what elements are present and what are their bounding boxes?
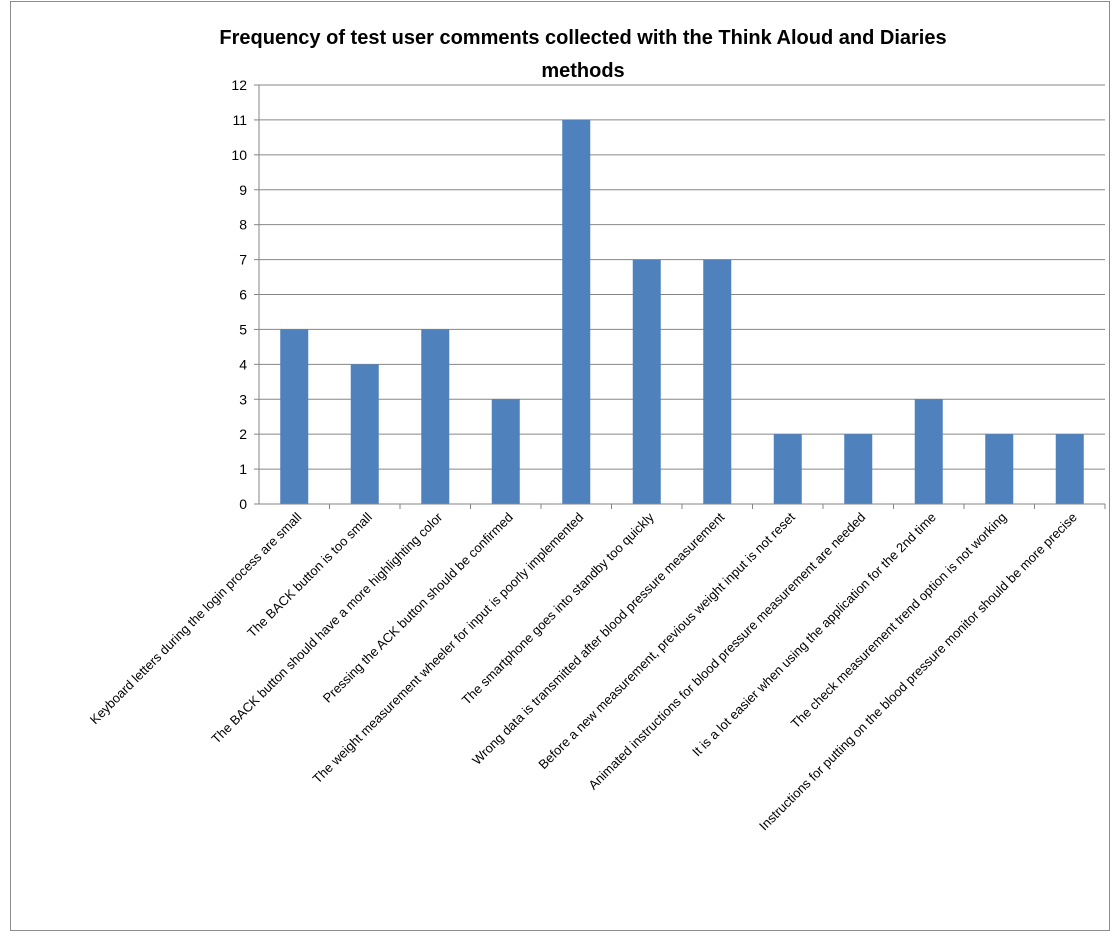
bar [632, 259, 661, 504]
y-tick-label: 12 [231, 77, 247, 93]
x-category-label: Before a new measurement, previous weigh… [535, 509, 798, 772]
bar [773, 434, 802, 504]
y-tick-label: 7 [239, 252, 247, 268]
bar [491, 399, 520, 504]
y-tick-label: 1 [239, 461, 247, 477]
bar [844, 434, 873, 504]
y-tick-label: 8 [239, 217, 247, 233]
y-tick-label: 10 [231, 147, 247, 163]
y-tick-label: 5 [239, 321, 247, 337]
bar [703, 259, 732, 504]
x-category-label: Animated instructions for blood pressure… [585, 510, 868, 793]
axes [254, 84, 1106, 509]
y-tick-label: 11 [232, 112, 247, 128]
x-category-label: The BACK button is too small [244, 509, 375, 640]
y-tick-label: 2 [239, 426, 247, 442]
chart-title-line-1: Frequency of test user comments collecte… [219, 27, 946, 49]
y-tick-label: 4 [239, 356, 247, 372]
x-category-label: The weight measurement wheeler for input… [310, 510, 587, 787]
x-category-label: Wrong data is transmitted after blood pr… [469, 509, 728, 768]
bar [421, 329, 450, 504]
chart-title-line-2: methods [541, 60, 624, 82]
gridlines [259, 84, 1105, 470]
bar [914, 399, 943, 504]
bar [350, 364, 379, 504]
y-tick-label: 6 [239, 287, 247, 303]
x-category-label: The BACK button should have a more highl… [208, 509, 445, 746]
chart-title: Frequency of test user comments collecte… [219, 27, 946, 82]
bars [280, 119, 1084, 505]
bar [562, 119, 591, 505]
bar [1055, 434, 1084, 504]
y-tick-label: 9 [239, 182, 247, 198]
y-tick-label: 0 [239, 496, 247, 512]
x-axis-category-labels: Keyboard letters during the login proces… [87, 509, 1080, 833]
x-category-label: Instructions for putting on the blood pr… [756, 510, 1080, 834]
bar [985, 434, 1014, 504]
bar [280, 329, 309, 504]
x-category-label: It is a lot easier when using the applic… [689, 510, 939, 760]
y-tick-label: 3 [239, 391, 247, 407]
